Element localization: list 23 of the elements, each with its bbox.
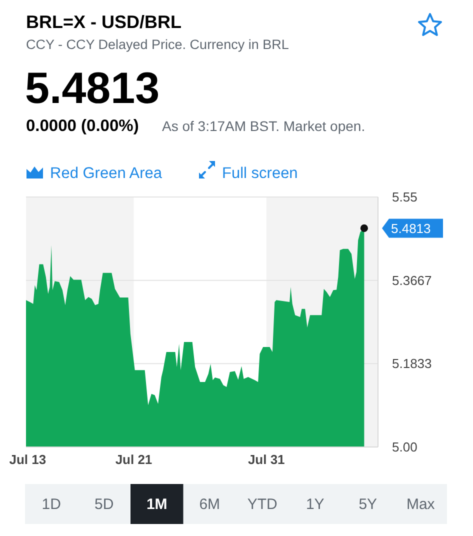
y-tick-label: 5.1833	[392, 356, 432, 372]
text: 1M	[146, 496, 168, 512]
text: Full screen	[222, 165, 298, 182]
y-tick-label: 5.55	[392, 190, 418, 204]
text: YTD	[247, 496, 278, 512]
text: 1Y	[306, 496, 324, 512]
x-tick-label: Jul 31	[248, 452, 285, 467]
chart-title: BRL=X - USD/BRL	[26, 12, 182, 32]
y-tick-label: 5.3667	[392, 272, 432, 288]
annotation: 5.4813	[391, 220, 431, 236]
x-tick-label: Jul 21	[115, 452, 152, 467]
text: As of 3:17AM BST. Market open.	[162, 118, 366, 134]
text: Max	[406, 496, 436, 512]
text: Red Green Area	[50, 165, 162, 182]
x-tick-label: Jul 13	[9, 452, 46, 467]
text: 6M	[199, 496, 220, 512]
text: 5D	[94, 496, 114, 512]
text: 5.4813	[25, 64, 160, 113]
text: 0.0000 (0.00%)	[26, 117, 139, 135]
y-tick-label: 5.00	[392, 440, 418, 454]
text: 1D	[42, 496, 62, 512]
chart-subtitle: CCY - CCY Delayed Price. Currency in BRL	[26, 37, 290, 52]
text: 5Y	[358, 496, 378, 512]
